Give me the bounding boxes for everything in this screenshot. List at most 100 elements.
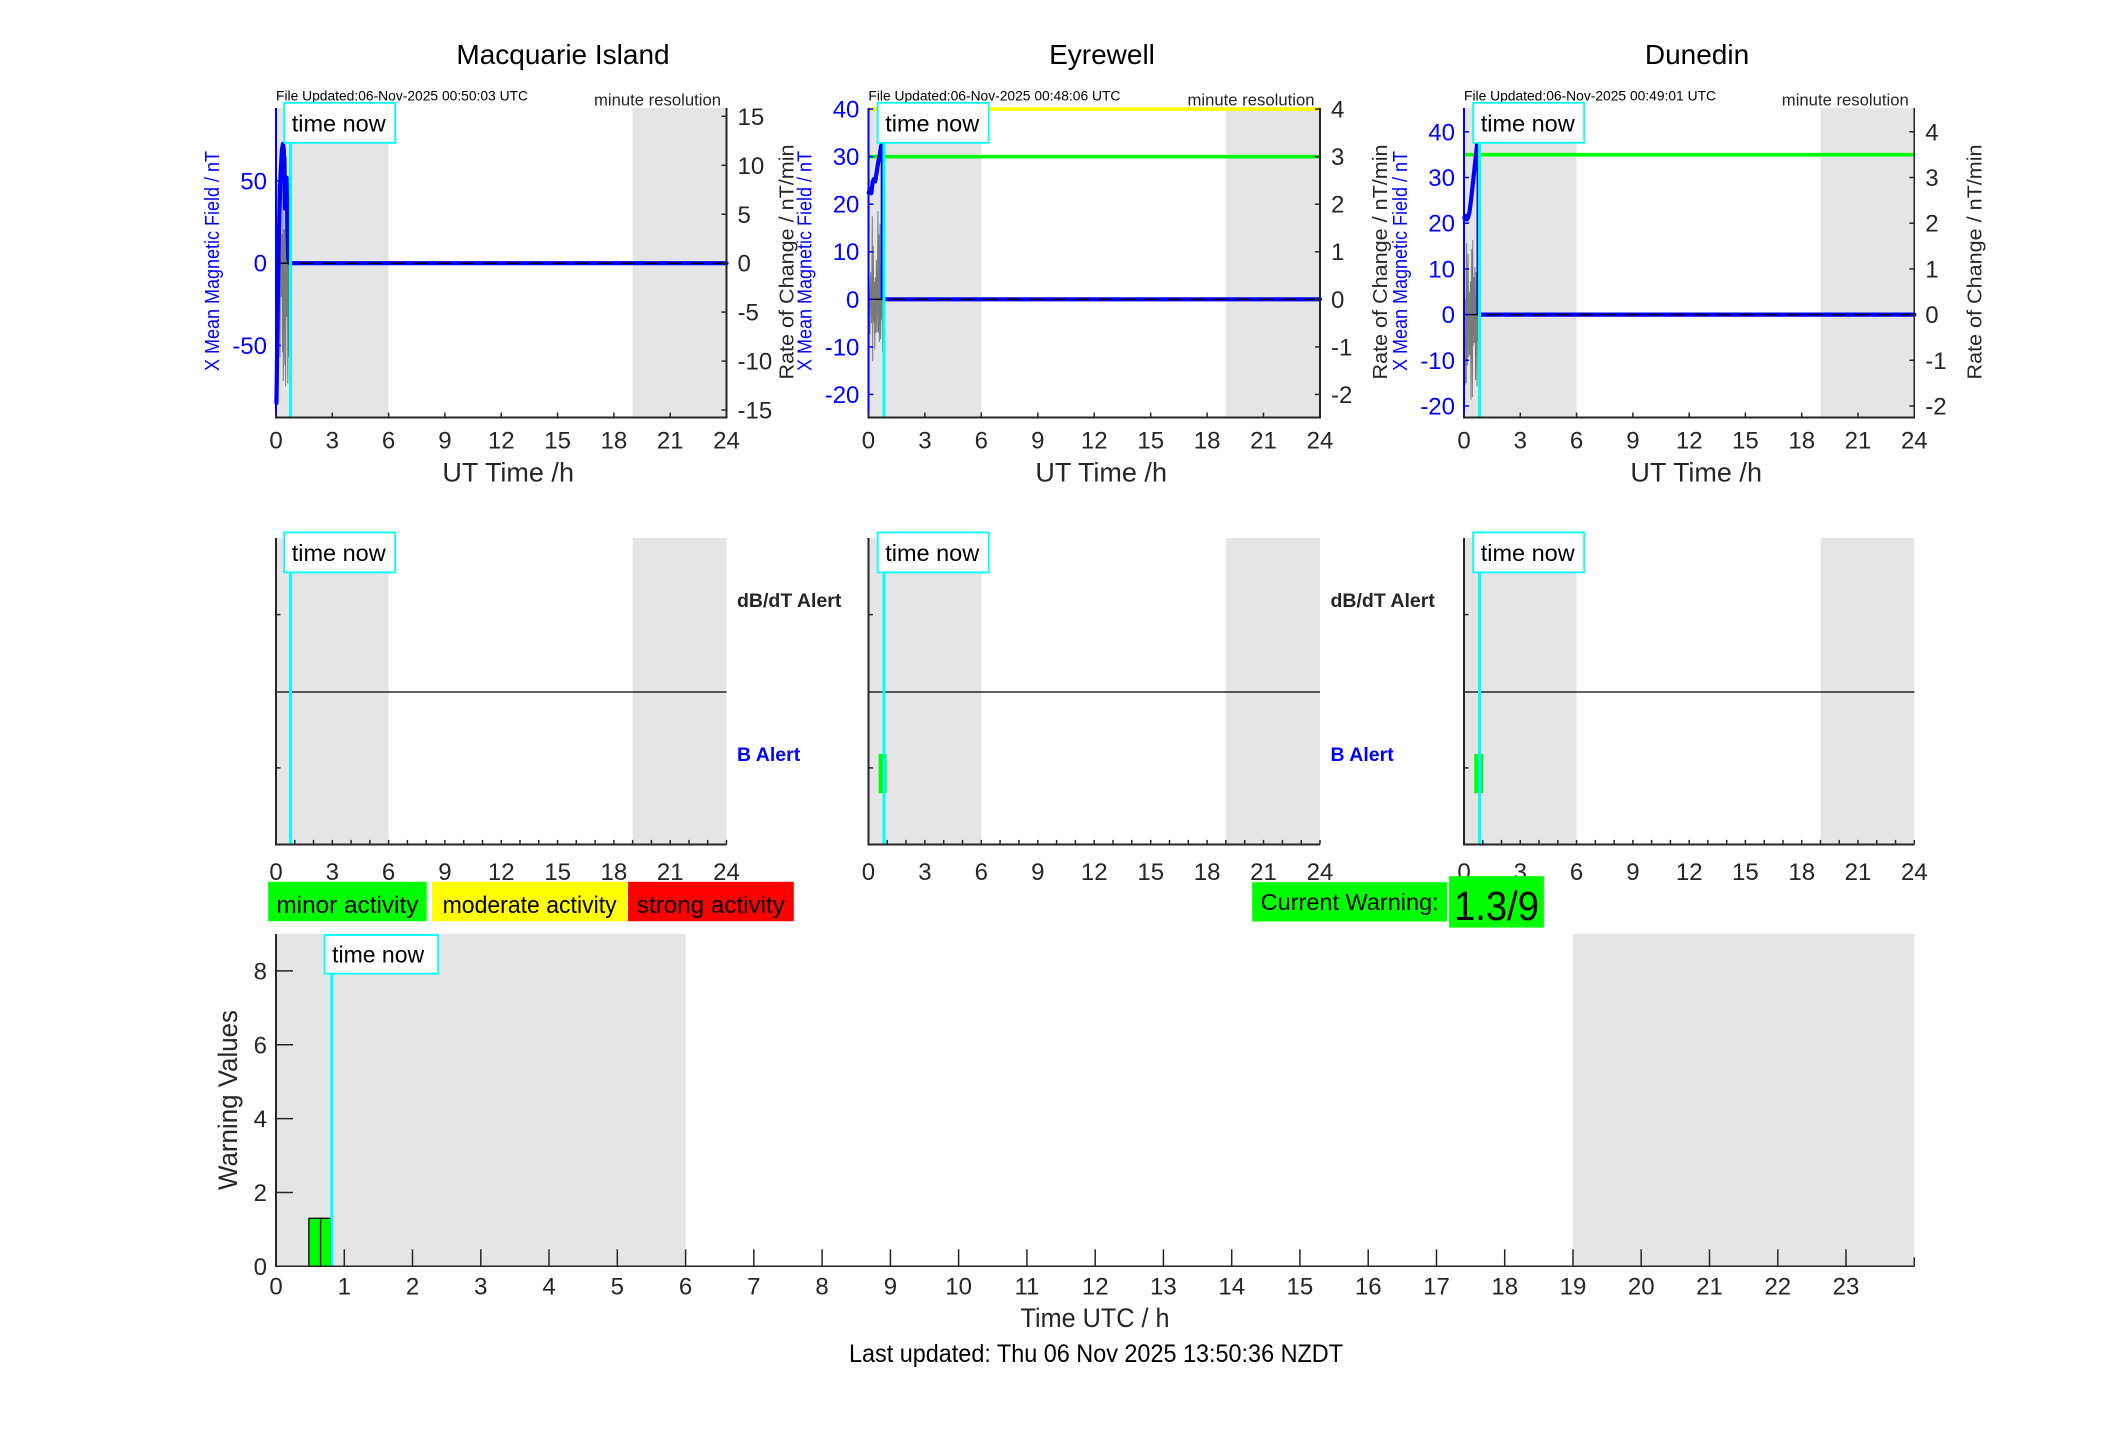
svg-text:21: 21 bbox=[657, 428, 684, 455]
svg-text:18: 18 bbox=[601, 428, 628, 455]
svg-text:22: 22 bbox=[1764, 1274, 1791, 1301]
svg-text:dB/dT Alert: dB/dT Alert bbox=[737, 590, 842, 612]
svg-text:2: 2 bbox=[1925, 211, 1938, 238]
svg-text:6: 6 bbox=[382, 428, 395, 455]
svg-text:12: 12 bbox=[1676, 428, 1703, 455]
svg-text:2: 2 bbox=[254, 1180, 267, 1207]
svg-text:10: 10 bbox=[833, 239, 860, 266]
svg-text:16: 16 bbox=[1355, 1274, 1382, 1301]
svg-text:6: 6 bbox=[975, 428, 988, 455]
svg-text:0: 0 bbox=[738, 251, 751, 278]
svg-text:15: 15 bbox=[1287, 1274, 1314, 1301]
svg-text:6: 6 bbox=[382, 859, 395, 886]
svg-text:24: 24 bbox=[713, 428, 740, 455]
svg-text:time now: time now bbox=[332, 942, 424, 968]
svg-text:time now: time now bbox=[292, 110, 387, 136]
svg-text:-10: -10 bbox=[1420, 348, 1455, 375]
svg-text:15: 15 bbox=[544, 859, 571, 886]
svg-text:UT Time /h: UT Time /h bbox=[1035, 458, 1167, 488]
svg-text:X Mean Magnetic Field / nT: X Mean Magnetic Field / nT bbox=[794, 151, 816, 371]
svg-text:15: 15 bbox=[1732, 428, 1759, 455]
svg-text:0: 0 bbox=[254, 251, 267, 278]
svg-text:3: 3 bbox=[474, 1274, 487, 1301]
svg-text:10: 10 bbox=[945, 1274, 972, 1301]
svg-text:15: 15 bbox=[544, 428, 571, 455]
svg-text:-10: -10 bbox=[738, 349, 773, 376]
svg-text:Time UTC / h: Time UTC / h bbox=[1021, 1303, 1170, 1333]
svg-text:1: 1 bbox=[1925, 256, 1938, 283]
svg-text:2: 2 bbox=[406, 1274, 419, 1301]
svg-text:0: 0 bbox=[862, 428, 875, 455]
svg-text:X Mean Magnetic Field / nT: X Mean Magnetic Field / nT bbox=[202, 151, 224, 371]
svg-text:minor activity: minor activity bbox=[276, 892, 418, 919]
svg-text:18: 18 bbox=[1194, 859, 1221, 886]
svg-text:time now: time now bbox=[1481, 540, 1576, 566]
svg-text:11: 11 bbox=[1014, 1274, 1039, 1301]
svg-text:3: 3 bbox=[918, 859, 931, 886]
svg-text:15: 15 bbox=[1137, 428, 1164, 455]
svg-text:4: 4 bbox=[542, 1274, 555, 1301]
svg-text:4: 4 bbox=[1925, 119, 1938, 146]
svg-text:24: 24 bbox=[1901, 428, 1928, 455]
svg-text:0: 0 bbox=[1457, 428, 1470, 455]
svg-text:-5: -5 bbox=[738, 300, 759, 327]
svg-text:Rate of Change / nT/min: Rate of Change / nT/min bbox=[1369, 145, 1392, 380]
svg-text:6: 6 bbox=[254, 1032, 267, 1059]
svg-text:50: 50 bbox=[240, 168, 267, 195]
svg-text:6: 6 bbox=[679, 1274, 692, 1301]
svg-text:3: 3 bbox=[326, 428, 339, 455]
svg-text:6: 6 bbox=[975, 859, 988, 886]
svg-text:14: 14 bbox=[1218, 1274, 1245, 1301]
svg-text:strong activity: strong activity bbox=[637, 892, 785, 919]
svg-text:3: 3 bbox=[918, 428, 931, 455]
svg-text:-15: -15 bbox=[738, 398, 773, 425]
svg-text:Current Warning:: Current Warning: bbox=[1261, 889, 1439, 915]
svg-text:5: 5 bbox=[611, 1274, 624, 1301]
svg-text:time now: time now bbox=[292, 540, 387, 566]
svg-text:minute resolution: minute resolution bbox=[1188, 91, 1315, 110]
svg-text:30: 30 bbox=[1428, 165, 1455, 192]
svg-text:18: 18 bbox=[601, 859, 628, 886]
svg-text:UT Time /h: UT Time /h bbox=[442, 458, 574, 488]
svg-text:Eyrewell: Eyrewell bbox=[1049, 39, 1155, 70]
svg-text:moderate activity: moderate activity bbox=[443, 892, 617, 919]
svg-text:9: 9 bbox=[884, 1274, 897, 1301]
svg-text:20: 20 bbox=[1428, 211, 1455, 238]
svg-text:0: 0 bbox=[862, 859, 875, 886]
svg-text:3: 3 bbox=[326, 859, 339, 886]
svg-text:4: 4 bbox=[254, 1106, 267, 1133]
svg-text:24: 24 bbox=[1307, 428, 1334, 455]
svg-text:12: 12 bbox=[1082, 1274, 1109, 1301]
svg-text:12: 12 bbox=[488, 859, 515, 886]
svg-text:-50: -50 bbox=[232, 333, 267, 360]
svg-text:6: 6 bbox=[1570, 859, 1583, 886]
svg-text:-2: -2 bbox=[1331, 382, 1352, 409]
svg-text:Macquarie Island: Macquarie Island bbox=[456, 39, 669, 70]
svg-text:9: 9 bbox=[1031, 859, 1044, 886]
svg-text:Warning Values: Warning Values bbox=[213, 1010, 243, 1190]
svg-text:4: 4 bbox=[1331, 97, 1344, 124]
svg-text:40: 40 bbox=[833, 97, 860, 124]
svg-text:-20: -20 bbox=[825, 382, 860, 409]
svg-text:-1: -1 bbox=[1331, 334, 1352, 361]
svg-text:15: 15 bbox=[1732, 859, 1759, 886]
svg-text:UT Time /h: UT Time /h bbox=[1630, 458, 1762, 488]
svg-text:File Updated:06-Nov-2025 00:49: File Updated:06-Nov-2025 00:49:01 UTC bbox=[1464, 89, 1716, 104]
svg-text:12: 12 bbox=[1081, 428, 1108, 455]
svg-text:19: 19 bbox=[1560, 1274, 1587, 1301]
svg-text:0: 0 bbox=[1925, 302, 1938, 329]
svg-text:24: 24 bbox=[713, 859, 740, 886]
svg-text:7: 7 bbox=[747, 1274, 760, 1301]
svg-text:5: 5 bbox=[738, 202, 751, 229]
svg-text:File Updated:06-Nov-2025 00:48: File Updated:06-Nov-2025 00:48:06 UTC bbox=[868, 89, 1120, 104]
svg-text:B Alert: B Alert bbox=[1331, 744, 1395, 766]
svg-text:0: 0 bbox=[254, 1254, 267, 1281]
svg-text:0: 0 bbox=[1331, 287, 1344, 314]
svg-text:10: 10 bbox=[1428, 256, 1455, 283]
svg-text:3: 3 bbox=[1925, 165, 1938, 192]
svg-text:time now: time now bbox=[885, 110, 980, 136]
svg-text:8: 8 bbox=[815, 1274, 828, 1301]
svg-text:21: 21 bbox=[1250, 428, 1277, 455]
svg-text:21: 21 bbox=[1845, 428, 1872, 455]
svg-text:24: 24 bbox=[1307, 859, 1334, 886]
